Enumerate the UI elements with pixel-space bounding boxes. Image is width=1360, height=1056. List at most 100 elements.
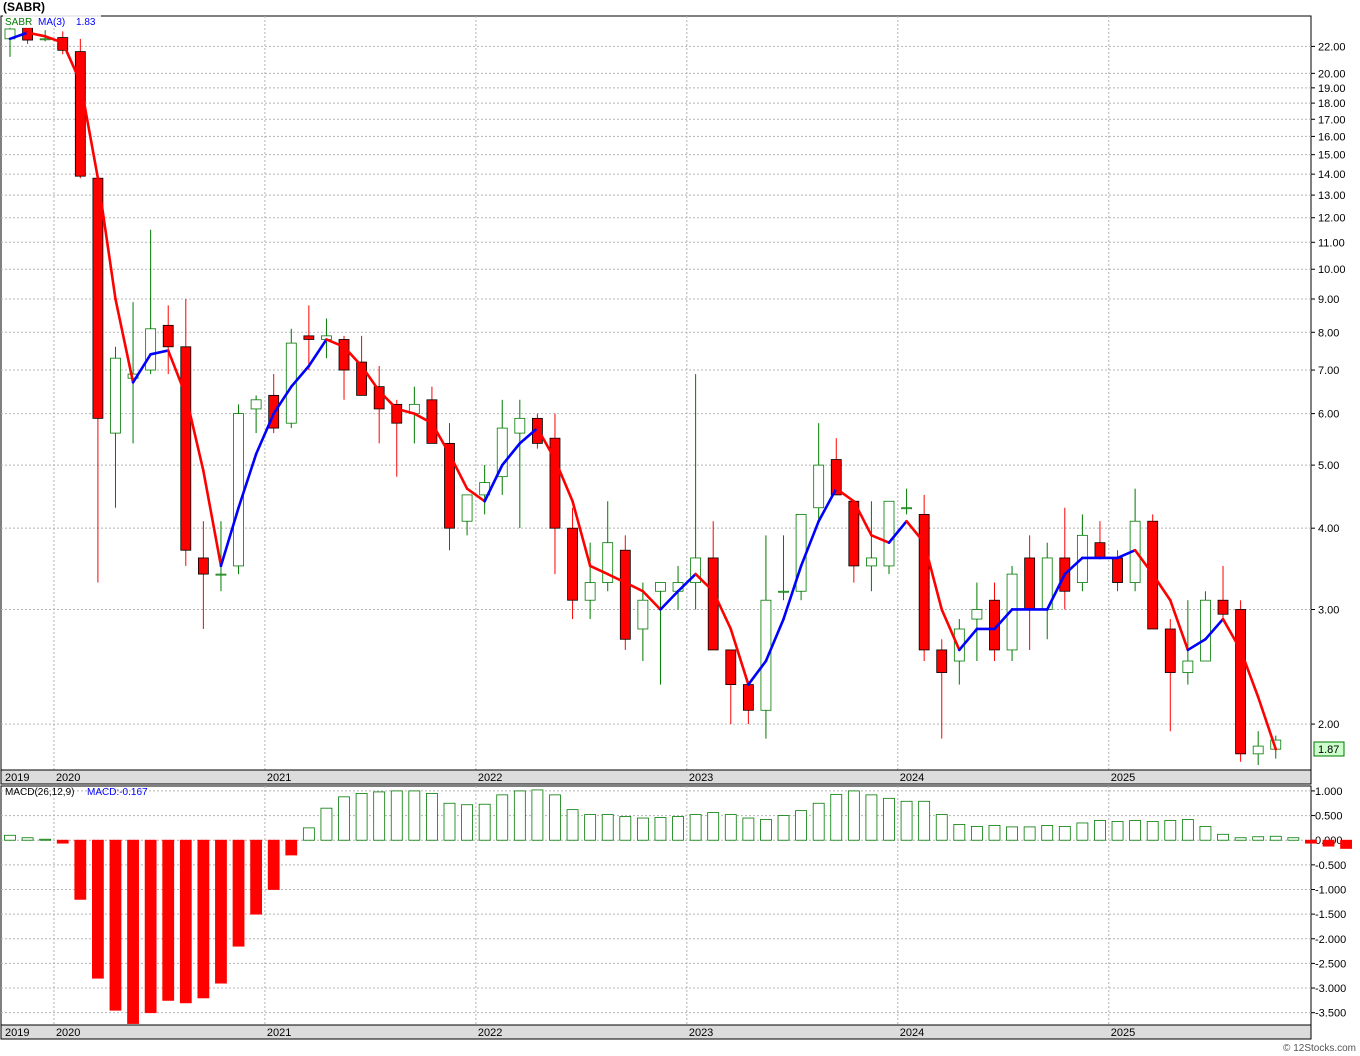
ma-segment (1151, 572, 1172, 602)
candle-body (971, 609, 983, 620)
macd-bar (408, 790, 421, 841)
ma-segment (711, 589, 733, 631)
ma-segment (1168, 598, 1190, 652)
ma-segment (834, 487, 856, 503)
candle-body (690, 557, 702, 583)
price-tick-label: 22.00 (1318, 41, 1346, 53)
macd-bar (496, 794, 509, 841)
candle-body (1094, 542, 1106, 559)
candle-body (707, 557, 719, 651)
ma-segment (1186, 637, 1207, 652)
price-panel: 22.00 20.00 19.00 18.00 17.00 16.00 15.00 14.00… (0, 15, 1346, 771)
ma-segment (79, 80, 100, 180)
macd-bar (689, 814, 702, 841)
candle-body (391, 403, 403, 424)
ma-segment (623, 581, 645, 593)
price-year-label: 2020 (56, 772, 80, 784)
macd-bar (971, 826, 983, 841)
ma-segment (1256, 695, 1278, 751)
ma-segment (500, 442, 522, 467)
macd-bar (1006, 826, 1018, 841)
ma-segment (395, 407, 416, 415)
macd-bar (215, 839, 227, 984)
ma-segment (1221, 617, 1242, 652)
macd-bar (777, 815, 790, 841)
macd-bar (92, 839, 104, 979)
macd-year-labels: 2019 2020 2021 2022 2023 2024 2025 (5, 1027, 1135, 1039)
ma-segment (184, 394, 205, 473)
ma-segment (413, 412, 434, 425)
ma-segment (430, 421, 451, 456)
ma-segment (325, 338, 346, 349)
macd-tick-label: -2.500 (1315, 958, 1346, 970)
macd-bar (302, 827, 315, 841)
candle-body (356, 361, 368, 396)
macd-bar (267, 839, 280, 890)
ma-segment (676, 572, 697, 593)
macd-bar (250, 839, 263, 915)
macd-bar (513, 790, 526, 841)
ma-segment (518, 426, 539, 445)
macd-bar (795, 810, 807, 841)
ma-segment (254, 412, 276, 456)
candle-body (514, 417, 526, 434)
macd-bar (232, 839, 245, 947)
ma-segment (1116, 548, 1137, 560)
price-tick-label: 10.00 (1318, 264, 1346, 276)
macd-tick-label: -0.500 (1315, 860, 1346, 872)
ma-segment (659, 589, 680, 611)
macd-bar (1181, 819, 1194, 841)
ma-segment (940, 608, 961, 652)
ma-segment (448, 452, 469, 490)
price-tick-label: 16.00 (1318, 131, 1346, 143)
candle-body (250, 399, 262, 410)
candle-body (1217, 599, 1229, 615)
ma-segment (1045, 572, 1067, 611)
macd-bar (1217, 833, 1229, 841)
macd-bar (21, 837, 34, 841)
ma-segment (553, 458, 574, 503)
ma-segment (166, 349, 188, 397)
macd-bar (443, 802, 456, 841)
candle-body (1182, 660, 1194, 673)
macd-bar (1287, 837, 1300, 841)
macd-tick-label: -1.500 (1315, 909, 1346, 921)
candle-body (338, 339, 350, 371)
macd-bar (197, 839, 210, 999)
macd-bar (338, 796, 350, 841)
ma-segment (61, 41, 82, 84)
macd-bar (373, 791, 386, 841)
ma-segment (1133, 548, 1154, 576)
candle-body (760, 599, 772, 711)
macd-tick-label: -3.500 (1315, 1008, 1346, 1020)
candle-body (145, 328, 157, 371)
ma-segment (237, 452, 258, 510)
price-x-axis-bg (0, 769, 1312, 785)
ma-segment (8, 31, 29, 41)
candle-body (162, 324, 174, 348)
macd-bar (830, 793, 843, 841)
candle-body (936, 649, 948, 673)
ma-segment (289, 364, 311, 388)
macd-bar (812, 802, 825, 841)
ma-segment (852, 499, 873, 537)
macd-bar (531, 789, 544, 841)
ma-segment (764, 617, 785, 663)
macd-bar (707, 812, 720, 841)
candle-body (778, 590, 789, 593)
macd-x-axis-band: 2019 2020 2021 2022 2023 2024 2025 (0, 1024, 1312, 1040)
price-year-label: 2024 (900, 772, 924, 784)
ma-segment (131, 353, 152, 384)
candle-body (1164, 628, 1176, 673)
macd-bar (935, 814, 948, 841)
ma-segment (588, 564, 610, 576)
macd-bar (390, 790, 403, 841)
macd-tick-label: 0.500 (1315, 811, 1343, 823)
candle-body (496, 427, 508, 478)
price-panel-frame (0, 15, 1312, 771)
price-tick-label: 9.00 (1318, 294, 1339, 306)
macd-bar (636, 817, 649, 841)
macd-year-label: 2022 (478, 1027, 502, 1039)
candle-body (883, 500, 895, 567)
